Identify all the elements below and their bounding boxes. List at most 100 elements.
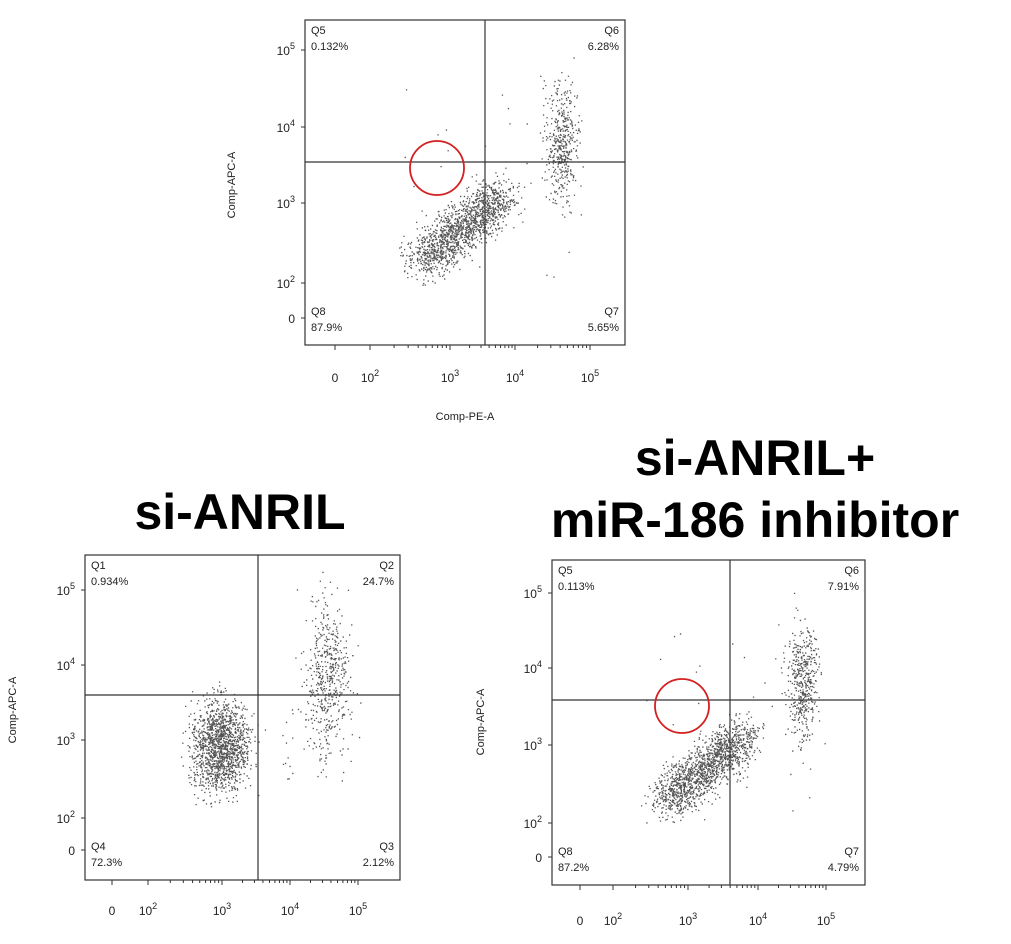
tick-text: 0: [535, 851, 542, 865]
quadrant-percent: 0.934%: [91, 576, 129, 588]
quadrant-label: Q7: [604, 306, 619, 318]
y-axis-label: Comp-APC-A: [475, 688, 487, 755]
tick-label: 102: [277, 274, 295, 291]
tick-base: 10: [524, 587, 538, 601]
quadrant-label: Q7: [844, 846, 859, 858]
tick-text: 0: [288, 312, 295, 326]
tick-exp: 2: [617, 911, 622, 921]
quadrant-label: Q5: [311, 25, 326, 37]
tick-label: 105: [277, 41, 295, 58]
tick-base: 10: [524, 817, 538, 831]
event-dots: [641, 592, 826, 824]
highlight-circle: [654, 678, 710, 734]
tick-label: 103: [679, 911, 697, 928]
tick-base: 10: [213, 904, 227, 918]
tick-label: 105: [57, 581, 75, 598]
tick-base: 10: [57, 584, 71, 598]
quadrant-percent: 24.7%: [363, 576, 394, 588]
event-dots: [180, 571, 362, 808]
tick-base: 10: [139, 904, 153, 918]
quadrant-percent: 2.12%: [363, 857, 394, 869]
tick-exp: 3: [537, 736, 542, 746]
tick-label: 105: [581, 368, 599, 385]
tick-base: 10: [349, 904, 363, 918]
tick-exp: 4: [294, 901, 299, 911]
tick-exp: 5: [290, 41, 295, 51]
tick-label: 104: [281, 901, 299, 918]
quadrant-percent: 72.3%: [91, 857, 122, 869]
tick-text: 0: [109, 904, 116, 918]
tick-base: 10: [524, 662, 538, 676]
tick-exp: 4: [519, 368, 524, 378]
tick-label: 102: [361, 368, 379, 385]
tick-base: 10: [277, 121, 291, 135]
tick-label: 102: [139, 901, 157, 918]
highlight-circle: [409, 140, 465, 196]
tick-label: 103: [441, 368, 459, 385]
tick-base: 10: [524, 739, 538, 753]
tick-base: 10: [57, 734, 71, 748]
quadrant-label: Q5: [558, 565, 573, 577]
plot-frame: [551, 559, 866, 886]
tick-base: 10: [57, 812, 71, 826]
tick-label: 0: [332, 371, 339, 385]
tick-exp: 2: [537, 814, 542, 824]
tick-label: 0: [288, 312, 295, 326]
quadrant-percent: 7.91%: [828, 581, 859, 593]
quadrant-label: Q6: [844, 565, 859, 577]
tick-base: 10: [679, 914, 693, 928]
tick-base: 10: [277, 44, 291, 58]
quadrant-label: Q3: [379, 841, 394, 853]
tick-exp: 3: [692, 911, 697, 921]
tick-label: 0: [535, 851, 542, 865]
y-axis-label: Comp-APC-A: [226, 151, 238, 218]
tick-exp: 3: [70, 731, 75, 741]
tick-exp: 4: [290, 118, 295, 128]
tick-exp: 5: [537, 584, 542, 594]
flow-plot: Q50.132%Q66.28%Q887.9%Q75.65%10510410310…: [226, 19, 626, 423]
tick-base: 10: [281, 904, 295, 918]
tick-exp: 3: [454, 368, 459, 378]
tick-label: 104: [506, 368, 524, 385]
tick-exp: 4: [762, 911, 767, 921]
quadrant-label: Q4: [91, 841, 106, 853]
tick-exp: 2: [374, 368, 379, 378]
tick-exp: 4: [70, 656, 75, 666]
tick-text: 0: [577, 914, 584, 928]
tick-label: 103: [277, 194, 295, 211]
panel-title: si-ANRIL+: [635, 430, 875, 486]
tick-exp: 5: [830, 911, 835, 921]
quadrant-percent: 0.113%: [558, 581, 595, 593]
tick-base: 10: [57, 659, 71, 673]
tick-exp: 4: [537, 659, 542, 669]
tick-exp: 3: [290, 194, 295, 204]
quadrant-percent: 5.65%: [588, 322, 619, 334]
tick-label: 102: [604, 911, 622, 928]
tick-label: 104: [57, 656, 75, 673]
tick-text: 0: [332, 371, 339, 385]
tick-label: 102: [57, 809, 75, 826]
tick-label: 0: [109, 904, 116, 918]
tick-base: 10: [361, 371, 375, 385]
quadrant-label: Q6: [604, 25, 619, 37]
tick-base: 10: [817, 914, 831, 928]
tick-label: 104: [749, 911, 767, 928]
tick-exp: 3: [226, 901, 231, 911]
quadrant-percent: 4.79%: [828, 862, 859, 874]
flow-plot: Q50.113%Q67.91%Q887.2%Q74.79%10510410310…: [475, 430, 959, 928]
panel-title: miR-186 inhibitor: [551, 492, 959, 548]
tick-exp: 2: [290, 274, 295, 284]
quadrant-label: Q8: [558, 846, 573, 858]
tick-exp: 5: [70, 581, 75, 591]
tick-label: 102: [524, 814, 542, 831]
tick-label: 104: [277, 118, 295, 135]
tick-exp: 2: [70, 809, 75, 819]
quadrant-percent: 87.2%: [558, 862, 589, 874]
plot-frame: [304, 19, 626, 346]
flow-plot: Q10.934%Q224.7%Q472.3%Q32.12%10510410310…: [7, 484, 401, 918]
tick-label: 0: [68, 844, 75, 858]
quadrant-label: Q8: [311, 306, 326, 318]
x-axis-label: Comp-PE-A: [436, 411, 495, 423]
tick-label: 105: [817, 911, 835, 928]
